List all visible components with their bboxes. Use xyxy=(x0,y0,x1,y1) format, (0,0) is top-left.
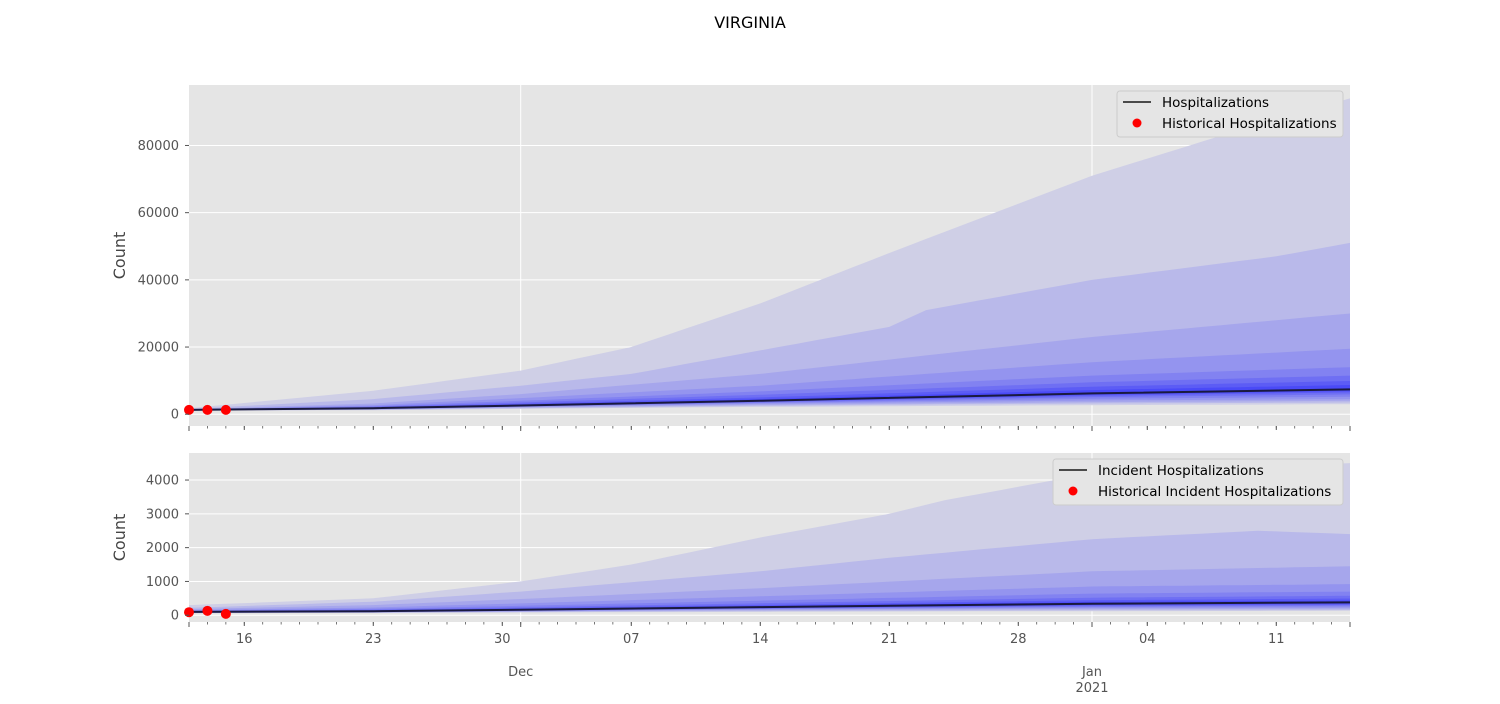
chart-title: VIRGINIA xyxy=(714,13,786,32)
x-tick-label: 14 xyxy=(752,632,769,647)
forecast-band-5 xyxy=(189,367,1350,411)
historical-point xyxy=(202,404,213,415)
y-tick-label: 20000 xyxy=(138,341,179,356)
historical-point xyxy=(184,607,194,618)
y-tick-label: 3000 xyxy=(146,507,179,522)
x-tick-label: 28 xyxy=(1010,632,1027,647)
legend-label: Historical Incident Hospitalizations xyxy=(1098,484,1331,500)
forecast-band-6 xyxy=(189,595,1350,613)
legend-label: Historical Hospitalizations xyxy=(1162,116,1337,132)
y-tick-label: 4000 xyxy=(146,474,179,489)
median-line xyxy=(189,601,1350,613)
y-tick-label: 0 xyxy=(171,408,179,423)
historical-point xyxy=(220,608,231,619)
x-tick-label: 30 xyxy=(494,632,511,647)
panel-1: 0 20000 40000 60000 80000 Count Hospitalizatio… xyxy=(110,85,1351,431)
y-tick-label: 0 xyxy=(171,609,179,624)
x-tick-label: 04 xyxy=(1139,632,1156,647)
forecast-band-7 xyxy=(189,381,1350,410)
y-axis-label: Count xyxy=(110,232,129,280)
legend-point-swatch xyxy=(1068,486,1078,496)
forecast-band-5 xyxy=(189,591,1350,613)
x-tick-label: 21 xyxy=(881,632,898,647)
y-tick-label: 1000 xyxy=(146,575,179,590)
forecast-band-7 xyxy=(189,598,1350,613)
x-month-label: Jan xyxy=(1081,665,1102,680)
forecast-band-8 xyxy=(189,385,1350,410)
y-tick-label: 80000 xyxy=(138,139,179,154)
x-tick-label: 23 xyxy=(365,632,382,647)
historical-point xyxy=(202,605,213,616)
x-tick-label: 11 xyxy=(1268,632,1285,647)
legend-label: Hospitalizations xyxy=(1162,95,1269,111)
forecast-bands xyxy=(189,98,1350,411)
y-tick-label: 60000 xyxy=(138,206,179,221)
forecast-band-6 xyxy=(189,375,1350,410)
y-tick-label: 2000 xyxy=(146,541,179,556)
historical-point xyxy=(184,404,194,415)
historical-point xyxy=(220,404,231,415)
x-year-label: 2021 xyxy=(1075,681,1108,696)
legend-label: Incident Hospitalizations xyxy=(1098,463,1264,479)
y-tick-label: 40000 xyxy=(138,273,179,288)
x-tick-label: 07 xyxy=(623,632,640,647)
median-line xyxy=(189,388,1350,411)
panel-2: 0 1000 2000 3000 4000 Count Incident Hospitali… xyxy=(110,453,1351,627)
y-axis-label: Count xyxy=(110,514,129,562)
x-month-label: Dec xyxy=(508,665,533,680)
x-tick-label: 16 xyxy=(236,632,253,647)
legend-box xyxy=(1052,458,1344,506)
legend-box xyxy=(1116,90,1344,138)
legend-point-swatch xyxy=(1132,118,1142,128)
